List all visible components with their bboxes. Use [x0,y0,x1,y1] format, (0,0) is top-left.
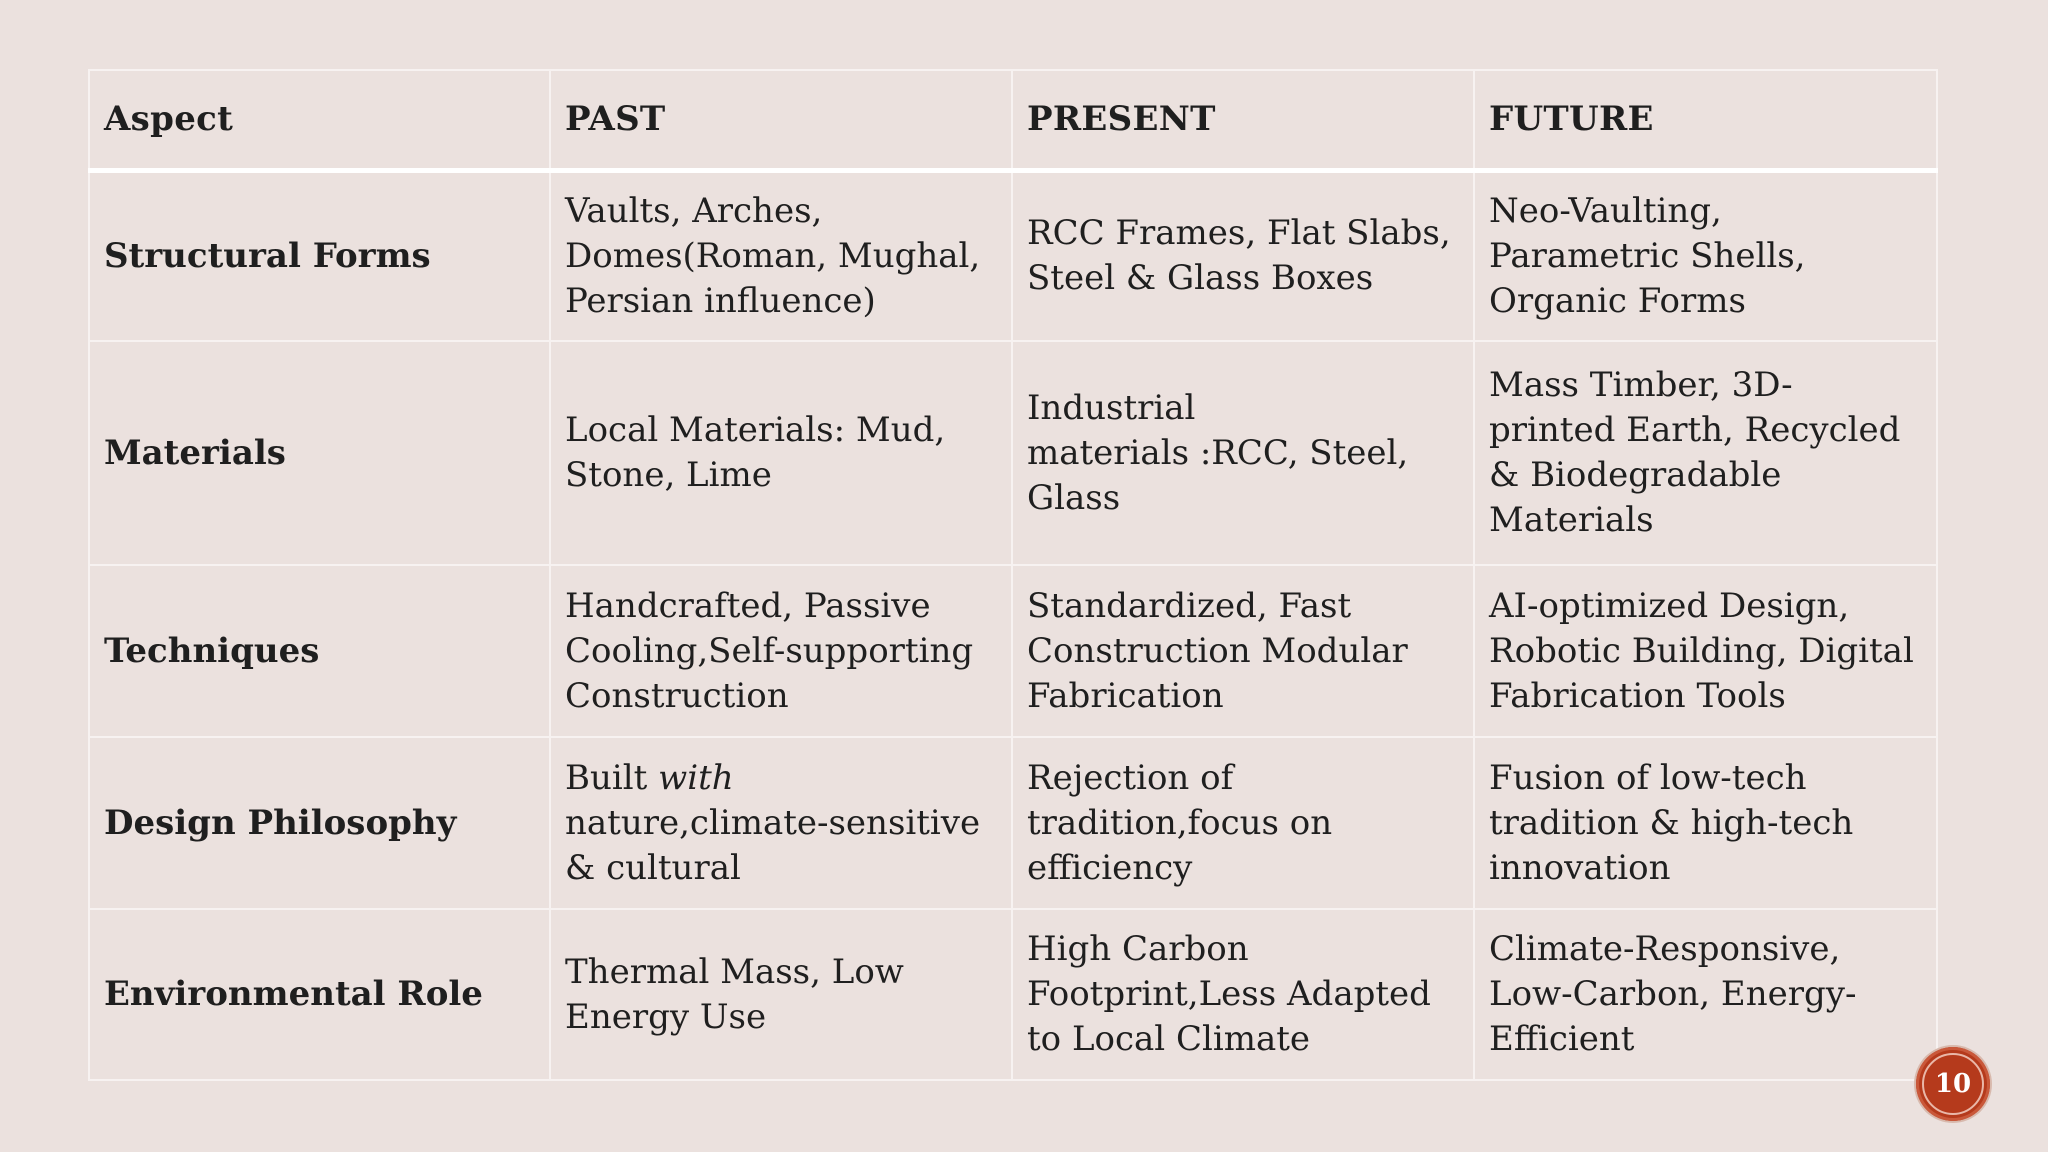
aspect-cell: Environmental Role [88,908,551,1081]
cell-line: Parametric Shells, [1489,235,1806,276]
cell-line: Glass [1027,477,1121,518]
cell-line: Persian influence) [565,280,876,321]
aspect-cell: Materials [88,340,551,566]
cell-line: Fabrication [1027,675,1224,716]
cell-line: Mass Timber, 3D- [1489,365,1793,405]
cell-line: Neo-Vaulting, [1489,190,1722,231]
cell-text-emphasis: with [658,757,734,798]
cell-line: & Biodegradable [1489,455,1782,495]
cell-line: Low-Carbon, Energy- [1489,974,1857,1014]
cell-line: to Local Climate [1027,1019,1311,1059]
cell-line: RCC Frames, Flat Slabs, [1027,213,1451,254]
table-row: Materials Local Materials: Mud, Stone, L… [88,340,1938,566]
aspect-cell: Techniques [88,564,551,738]
cell-line: Efficient [1489,1019,1635,1059]
cell-line: printed Earth, Recycled [1489,410,1901,450]
future-cell: Mass Timber, 3D- printed Earth, Recycled… [1473,340,1938,566]
past-cell: Built with nature,climate-sensitive & cu… [549,736,1013,910]
cell-line: Handcrafted, Passive [565,585,931,626]
cell-line: Materials [1489,500,1654,540]
cell-line: tradition & high-tech [1489,802,1854,843]
cell-line: Standardized, Fast [1027,585,1352,626]
future-cell: AI-optimized Design, Robotic Building, D… [1473,564,1938,738]
comparison-table: Aspect PAST PRESENT FUTURE Structural Fo… [88,69,1938,1081]
cell-line: Construction Modular [1027,630,1408,671]
future-cell: Fusion of low-tech tradition & high-tech… [1473,736,1938,910]
header-future: FUTURE [1473,69,1938,173]
present-cell: RCC Frames, Flat Slabs, Steel & Glass Bo… [1011,169,1475,342]
cell-line: Organic Forms [1489,280,1746,321]
table-row: Design Philosophy Built with nature,clim… [88,736,1938,910]
cell-line: High Carbon [1027,929,1249,969]
present-cell: Industrial materials :RCC, Steel, Glass [1011,340,1475,566]
cell-line: Cooling,Self-supporting [565,630,974,671]
cell-line: innovation [1489,847,1671,888]
aspect-cell: Structural Forms [88,169,551,342]
page-number: 10 [1934,1069,1972,1099]
cell-line: & cultural [565,847,741,888]
table-row: Environmental Role Thermal Mass, Low Ene… [88,908,1938,1081]
past-cell: Thermal Mass, Low Energy Use [549,908,1013,1081]
cell-line: Steel & Glass Boxes [1027,258,1374,299]
table-header-row: Aspect PAST PRESENT FUTURE [88,69,1938,173]
present-cell: Rejection of tradition,focus on efficien… [1011,736,1475,910]
present-cell: Standardized, Fast Construction Modular … [1011,564,1475,738]
cell-line: Domes(Roman, Mughal, [565,235,981,276]
page-number-badge: 10 [1916,1047,1990,1121]
cell-line: efficiency [1027,847,1193,888]
cell-line: Fabrication Tools [1489,675,1786,716]
page-number-ring: 10 [1922,1053,1984,1115]
cell-line: Vaults, Arches, [565,190,823,231]
cell-line: Fusion of low-tech [1489,757,1807,798]
header-present: PRESENT [1011,69,1475,173]
past-cell: Vaults, Arches, Domes(Roman, Mughal, Per… [549,169,1013,342]
cell-line: Robotic Building, Digital [1489,630,1914,671]
cell-line: tradition,focus on [1027,802,1333,843]
aspect-cell: Design Philosophy [88,736,551,910]
table-row: Structural Forms Vaults, Arches, Domes(R… [88,169,1938,342]
cell-line: AI-optimized Design, [1489,585,1850,626]
past-cell: Handcrafted, Passive Cooling,Self-suppor… [549,564,1013,738]
cell-line: Energy Use [565,996,767,1037]
present-cell: High Carbon Footprint,Less Adapted to Lo… [1011,908,1475,1081]
header-aspect: Aspect [88,69,551,173]
past-cell: Local Materials: Mud, Stone, Lime [549,340,1013,566]
table-row: Techniques Handcrafted, Passive Cooling,… [88,564,1938,738]
cell-line: Thermal Mass, Low [565,951,904,992]
cell-line: Footprint,Less Adapted [1027,974,1431,1014]
cell-line: Construction [565,675,789,716]
cell-line: Rejection of [1027,757,1234,798]
header-past: PAST [549,69,1013,173]
cell-line: materials :RCC, Steel, [1027,432,1409,473]
cell-line: Climate-Responsive, [1489,929,1841,969]
future-cell: Neo-Vaulting, Parametric Shells, Organic… [1473,169,1938,342]
cell-line: Local Materials: Mud, [565,410,946,450]
cell-line: nature,climate-sensitive [565,802,981,843]
cell-line: Stone, Lime [565,455,772,495]
cell-text-prefix: Built [565,757,659,798]
future-cell: Climate-Responsive, Low-Carbon, Energy- … [1473,908,1938,1081]
cell-line: Industrial [1027,387,1196,428]
